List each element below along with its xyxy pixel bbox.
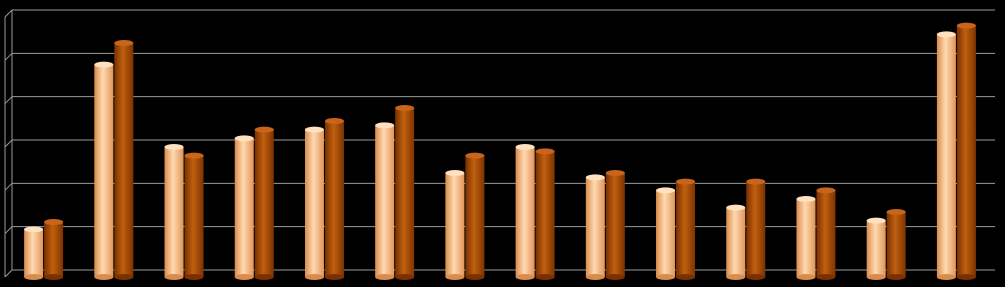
grid-line — [4, 9, 995, 18]
bar — [304, 129, 324, 277]
bar — [796, 199, 816, 277]
bar-base — [676, 274, 696, 280]
bar-cap — [254, 126, 274, 133]
bar-cap — [94, 61, 114, 68]
bar-base — [886, 274, 906, 280]
bar — [324, 121, 344, 277]
bar — [465, 155, 485, 277]
grid-line — [4, 269, 995, 278]
bar — [254, 129, 274, 277]
bar-cap — [585, 174, 605, 181]
bar — [866, 220, 886, 277]
bar — [605, 173, 625, 277]
bar-base — [465, 274, 485, 280]
bar-base — [164, 274, 184, 280]
bar-base — [94, 274, 114, 280]
bar-cap — [395, 105, 415, 111]
bar — [656, 190, 676, 277]
bar-cap — [24, 226, 44, 233]
bar — [44, 221, 64, 277]
bar-base — [936, 274, 956, 280]
bar-base — [114, 274, 134, 280]
bar — [676, 181, 696, 277]
grid-line — [4, 226, 995, 235]
bar-base — [956, 274, 976, 280]
bar-cap — [816, 187, 836, 194]
bar-cap — [304, 126, 324, 133]
bar-base — [24, 274, 44, 280]
bar-cap — [956, 22, 976, 29]
bar-cap — [515, 144, 535, 150]
bar-cap — [676, 178, 696, 185]
bar — [445, 173, 465, 277]
bar-base — [254, 274, 274, 280]
grid-line — [4, 52, 995, 61]
bar-base — [304, 274, 324, 280]
bar — [234, 138, 254, 277]
bar-cap — [375, 122, 395, 129]
bar — [94, 64, 114, 278]
bar — [535, 151, 555, 277]
bar — [746, 181, 766, 277]
bar — [816, 190, 836, 277]
bar-base — [796, 274, 816, 280]
bar-base — [375, 274, 395, 280]
grid-line — [4, 96, 995, 105]
bar — [395, 108, 415, 277]
bar-cap — [445, 170, 465, 176]
bar-cap — [184, 152, 204, 159]
bar — [114, 43, 134, 277]
bar-cap — [465, 152, 485, 159]
bar-cap — [234, 135, 254, 142]
grid-line — [4, 182, 995, 191]
bar-base — [445, 274, 465, 280]
bar-cap — [886, 209, 906, 215]
bar-base — [535, 274, 555, 280]
bar-cap — [866, 217, 886, 224]
bar-base — [605, 274, 625, 280]
bar — [585, 177, 605, 277]
bar-base — [746, 274, 766, 280]
bar-base — [816, 274, 836, 280]
bar — [726, 207, 746, 277]
bar — [24, 229, 44, 277]
bar — [515, 147, 535, 277]
bar-cap — [746, 178, 766, 185]
bar — [164, 147, 184, 277]
bar-cap — [656, 187, 676, 194]
bar-cap — [44, 218, 64, 225]
bar-base — [324, 274, 344, 280]
bar-base — [44, 274, 64, 280]
bar — [936, 34, 956, 278]
bar — [886, 212, 906, 277]
bar — [184, 155, 204, 277]
bar-base — [515, 274, 535, 280]
bar-base — [184, 274, 204, 280]
bar-cap — [535, 148, 555, 155]
bar-base — [234, 274, 254, 280]
bar — [956, 25, 976, 277]
bar-cap — [605, 170, 625, 176]
bar-cap — [324, 118, 344, 124]
bar-base — [585, 274, 605, 280]
grid-line — [4, 139, 995, 148]
bar-cap — [164, 144, 184, 150]
bar-base — [866, 274, 886, 280]
bar — [375, 125, 395, 277]
bar-base — [726, 274, 746, 280]
bar-cap — [726, 204, 746, 211]
bar-cap — [114, 40, 134, 46]
bar-cap — [936, 31, 956, 38]
bar-base — [395, 274, 415, 280]
bar-base — [656, 274, 676, 280]
bar-cap — [796, 196, 816, 202]
